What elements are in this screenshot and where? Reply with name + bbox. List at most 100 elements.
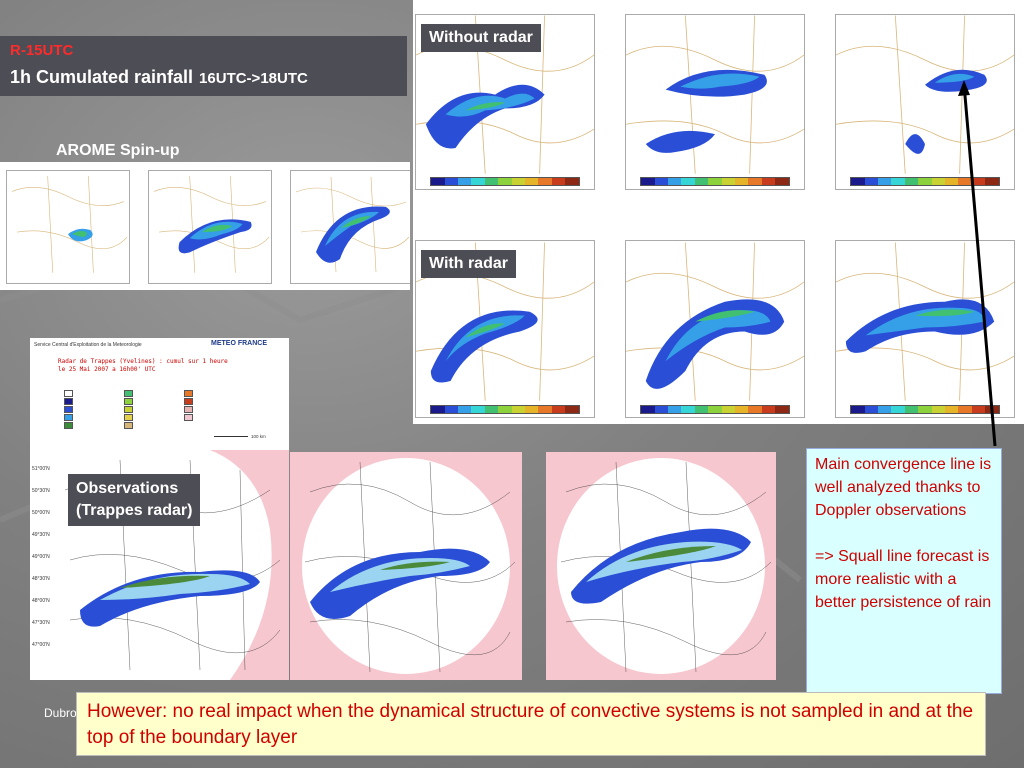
color-scale-swatch: [775, 178, 789, 185]
color-scale: [640, 405, 790, 414]
color-scale-swatch: [748, 406, 762, 413]
color-scale-swatch: [565, 406, 579, 413]
color-scale-swatch: [971, 178, 986, 185]
note-paragraph-1: Main convergence line is well analyzed t…: [815, 456, 992, 519]
legend-row: [64, 406, 73, 413]
color-scale-swatch: [945, 406, 959, 413]
legend-row: [124, 422, 133, 429]
color-scale-swatch: [484, 178, 499, 185]
color-scale-swatch: [721, 406, 736, 413]
title-period: 16UTC->18UTC: [199, 70, 308, 87]
rain-map: [836, 242, 1014, 401]
color-scale-swatch: [891, 406, 905, 413]
svg-text:48°00'N: 48°00'N: [32, 598, 50, 604]
rain-map: [626, 15, 804, 174]
legend-row: [124, 398, 133, 405]
color-scale-swatch: [538, 406, 552, 413]
color-scale-swatch: [641, 178, 655, 185]
color-scale-swatch: [985, 178, 999, 185]
rain-map: [626, 242, 804, 401]
page-title: 1h Cumulated rainfall 16UTC->18UTC: [10, 67, 308, 88]
scale-bar: 100 km: [214, 434, 266, 439]
color-scale-swatch: [511, 178, 526, 185]
rain-map: [153, 176, 270, 273]
color-scale-swatch: [551, 178, 566, 185]
color-scale-swatch: [681, 406, 695, 413]
color-scale-swatch: [878, 178, 892, 185]
conclusion-box: However: no real impact when the dynamic…: [76, 692, 986, 756]
radar-map: [290, 452, 522, 680]
spinup-map-2: [148, 170, 272, 284]
color-scale-swatch: [851, 406, 865, 413]
observations-line1: Observations: [76, 480, 179, 497]
svg-text:49°30'N: 49°30'N: [32, 532, 50, 538]
color-scale-swatch: [864, 178, 879, 185]
scale-label: 100 km: [251, 434, 266, 439]
rain-map: [416, 242, 594, 401]
color-scale-swatch: [904, 406, 919, 413]
radar-legend-panel: Service Central d'Exploitation de la Met…: [30, 338, 289, 450]
color-scale-swatch: [498, 178, 512, 185]
meteo-france-logo: METEO FRANCE: [211, 340, 267, 347]
title-text: 1h Cumulated rainfall: [10, 67, 194, 87]
title-box: R-15UTC 1h Cumulated rainfall 16UTC->18UT…: [0, 36, 407, 96]
color-scale-swatch: [945, 178, 959, 185]
rain-map: [416, 15, 594, 174]
color-scale-swatch: [931, 178, 946, 185]
color-scale-swatch: [444, 406, 459, 413]
color-scale-swatch: [931, 406, 946, 413]
color-scale-swatch: [864, 406, 879, 413]
color-scale-swatch: [498, 406, 512, 413]
legend-row: [64, 398, 73, 405]
radar-title-line2: le 25 Mai 2007 a 16h00' UTC: [58, 366, 156, 373]
color-scale-swatch: [918, 406, 932, 413]
color-scale-swatch: [525, 178, 539, 185]
svg-text:48°30'N: 48°30'N: [32, 576, 50, 582]
color-scale-swatch: [444, 178, 459, 185]
rain-map: [295, 176, 410, 273]
color-scale: [430, 177, 580, 186]
color-scale-swatch: [654, 178, 669, 185]
observation-map-3: [546, 452, 776, 680]
color-scale-swatch: [654, 406, 669, 413]
legend-row: [184, 390, 193, 397]
color-scale-swatch: [431, 178, 445, 185]
legend-row: [184, 414, 193, 421]
color-scale-swatch: [511, 406, 526, 413]
color-scale-swatch: [484, 406, 499, 413]
arome-spinup-label: AROME Spin-up: [56, 142, 180, 159]
arome-spinup-panel: [0, 162, 410, 290]
color-scale-swatch: [694, 178, 709, 185]
color-scale-swatch: [708, 406, 722, 413]
legend-row: [64, 390, 73, 397]
svg-text:50°30'N: 50°30'N: [32, 488, 50, 494]
color-scale-swatch: [458, 406, 472, 413]
color-scale-swatch: [878, 406, 892, 413]
footer-author: Dubro: [44, 706, 77, 720]
legend-row: [184, 406, 193, 413]
color-scale-swatch: [551, 406, 566, 413]
radar-map: [546, 452, 776, 680]
observation-map-2: [290, 452, 522, 680]
color-scale-swatch: [694, 406, 709, 413]
analysis-note: Main convergence line is well analyzed t…: [806, 448, 1002, 694]
legend-row: [124, 390, 133, 397]
color-scale-swatch: [641, 406, 655, 413]
color-scale: [850, 177, 1000, 186]
radar-title-line1: Radar de Trappes (Yvelines) : cumul sur …: [58, 358, 228, 365]
color-scale-swatch: [971, 406, 986, 413]
spinup-map-1: [6, 170, 130, 284]
color-scale-swatch: [735, 406, 749, 413]
color-scale-swatch: [538, 178, 552, 185]
color-scale-swatch: [681, 178, 695, 185]
spinup-map-3: [290, 170, 410, 284]
color-scale-swatch: [775, 406, 789, 413]
color-scale-swatch: [891, 178, 905, 185]
color-scale-swatch: [471, 178, 485, 185]
color-scale-swatch: [668, 178, 682, 185]
with-radar-label: With radar: [421, 250, 516, 278]
svg-text:47°00'N: 47°00'N: [32, 642, 50, 648]
observations-label: Observations (Trappes radar): [68, 474, 201, 526]
color-scale-swatch: [918, 178, 932, 185]
color-scale-swatch: [431, 406, 445, 413]
